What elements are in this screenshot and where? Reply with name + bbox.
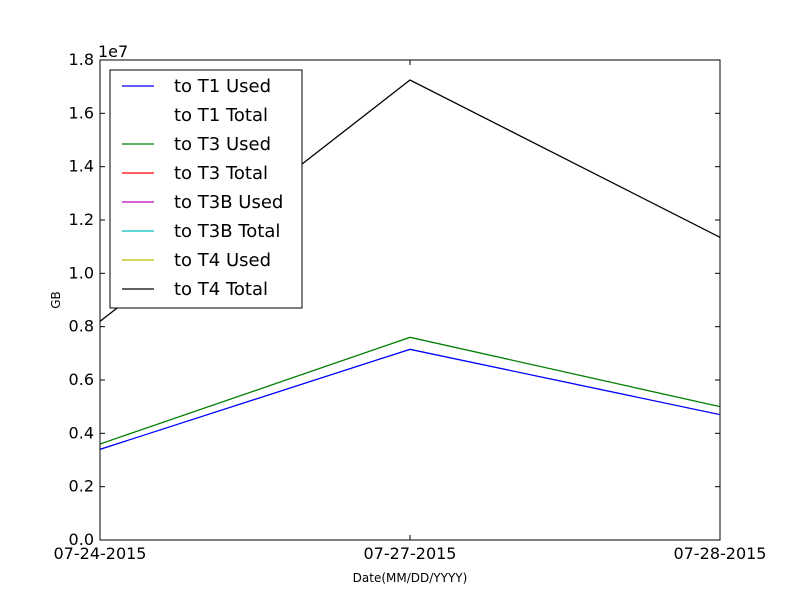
plot-frame [99,59,721,541]
legend-label-to-t3-used: to T3 Used [174,134,271,155]
legend-label-to-t1-total: to T1 Total [174,105,268,126]
legend-label-to-t4-total: to T4 Total [174,279,268,300]
legend-label-to-t3-total: to T3 Total [174,163,268,184]
legend-label-to-t1-used: to T1 Used [174,76,271,97]
x-tick-label: 07-27-2015 [364,544,457,563]
y-tick-label: 1.4 [69,157,94,176]
legend-label-to-t3b-total: to T3B Total [174,221,280,242]
y-tick-label: 1.2 [69,210,94,229]
legend-label-to-t3b-used: to T3B Used [174,192,283,213]
y-tick-label: 0.0 [69,530,94,549]
y-tick-label: 0.4 [69,423,94,442]
y-tick-label: 0.8 [69,317,94,336]
y-axis-label: GB [49,291,63,309]
legend: to T1 Used to T1 Total to T3 Used to T3 Tot… [109,69,303,309]
y-tick-label: 0.6 [69,370,94,389]
ticks-layer: 0.0 0.2 0.4 0.6 0.8 1.0 1.2 1.4 1.6 1.8 07-24-2015… [54,50,767,563]
x-axis-label: Date(MM/DD/YYYY) [353,571,468,585]
series-line-to-t3-used [100,336,720,445]
series-line-to-t1-used [100,348,720,450]
y-tick-label: 1.0 [69,263,94,282]
x-tick-label: 07-28-2015 [674,544,767,563]
x-tick-label: 07-24-2015 [54,544,147,563]
y-tick-label: 1.6 [69,103,94,122]
y-tick-label: 1.8 [69,50,94,69]
y-axis-offset-label: 1e7 [98,42,128,61]
legend-box [109,69,303,309]
y-tick-label: 0.2 [69,477,94,496]
legend-label-to-t4-used: to T4 Used [174,250,271,271]
